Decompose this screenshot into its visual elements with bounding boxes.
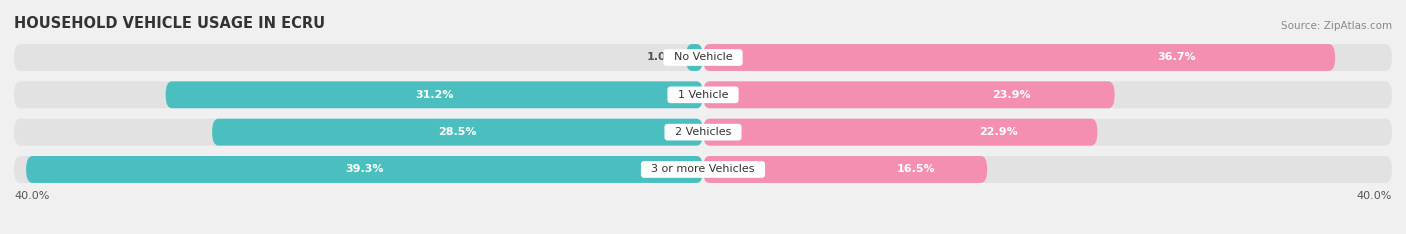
- Text: Source: ZipAtlas.com: Source: ZipAtlas.com: [1281, 21, 1392, 31]
- Text: 22.9%: 22.9%: [980, 127, 1018, 137]
- Text: 16.5%: 16.5%: [897, 165, 935, 175]
- Text: 3 or more Vehicles: 3 or more Vehicles: [644, 165, 762, 175]
- Text: No Vehicle: No Vehicle: [666, 52, 740, 62]
- FancyBboxPatch shape: [14, 44, 703, 71]
- Text: 31.2%: 31.2%: [415, 90, 454, 100]
- FancyBboxPatch shape: [703, 44, 1392, 71]
- Text: 36.7%: 36.7%: [1157, 52, 1197, 62]
- Text: 1 Vehicle: 1 Vehicle: [671, 90, 735, 100]
- FancyBboxPatch shape: [703, 44, 1336, 71]
- Text: 23.9%: 23.9%: [993, 90, 1031, 100]
- FancyBboxPatch shape: [703, 119, 1392, 146]
- Text: 39.3%: 39.3%: [346, 165, 384, 175]
- FancyBboxPatch shape: [703, 156, 987, 183]
- Text: 2 Vehicles: 2 Vehicles: [668, 127, 738, 137]
- Text: 40.0%: 40.0%: [14, 191, 49, 201]
- FancyBboxPatch shape: [703, 81, 1392, 108]
- FancyBboxPatch shape: [27, 156, 703, 183]
- FancyBboxPatch shape: [166, 81, 703, 108]
- Text: 1.0%: 1.0%: [647, 52, 678, 62]
- FancyBboxPatch shape: [703, 119, 1098, 146]
- FancyBboxPatch shape: [14, 119, 703, 146]
- FancyBboxPatch shape: [14, 81, 703, 108]
- FancyBboxPatch shape: [212, 119, 703, 146]
- FancyBboxPatch shape: [703, 81, 1115, 108]
- Text: HOUSEHOLD VEHICLE USAGE IN ECRU: HOUSEHOLD VEHICLE USAGE IN ECRU: [14, 16, 325, 31]
- Text: 28.5%: 28.5%: [439, 127, 477, 137]
- FancyBboxPatch shape: [703, 156, 1392, 183]
- FancyBboxPatch shape: [686, 44, 703, 71]
- FancyBboxPatch shape: [14, 156, 703, 183]
- Text: 40.0%: 40.0%: [1357, 191, 1392, 201]
